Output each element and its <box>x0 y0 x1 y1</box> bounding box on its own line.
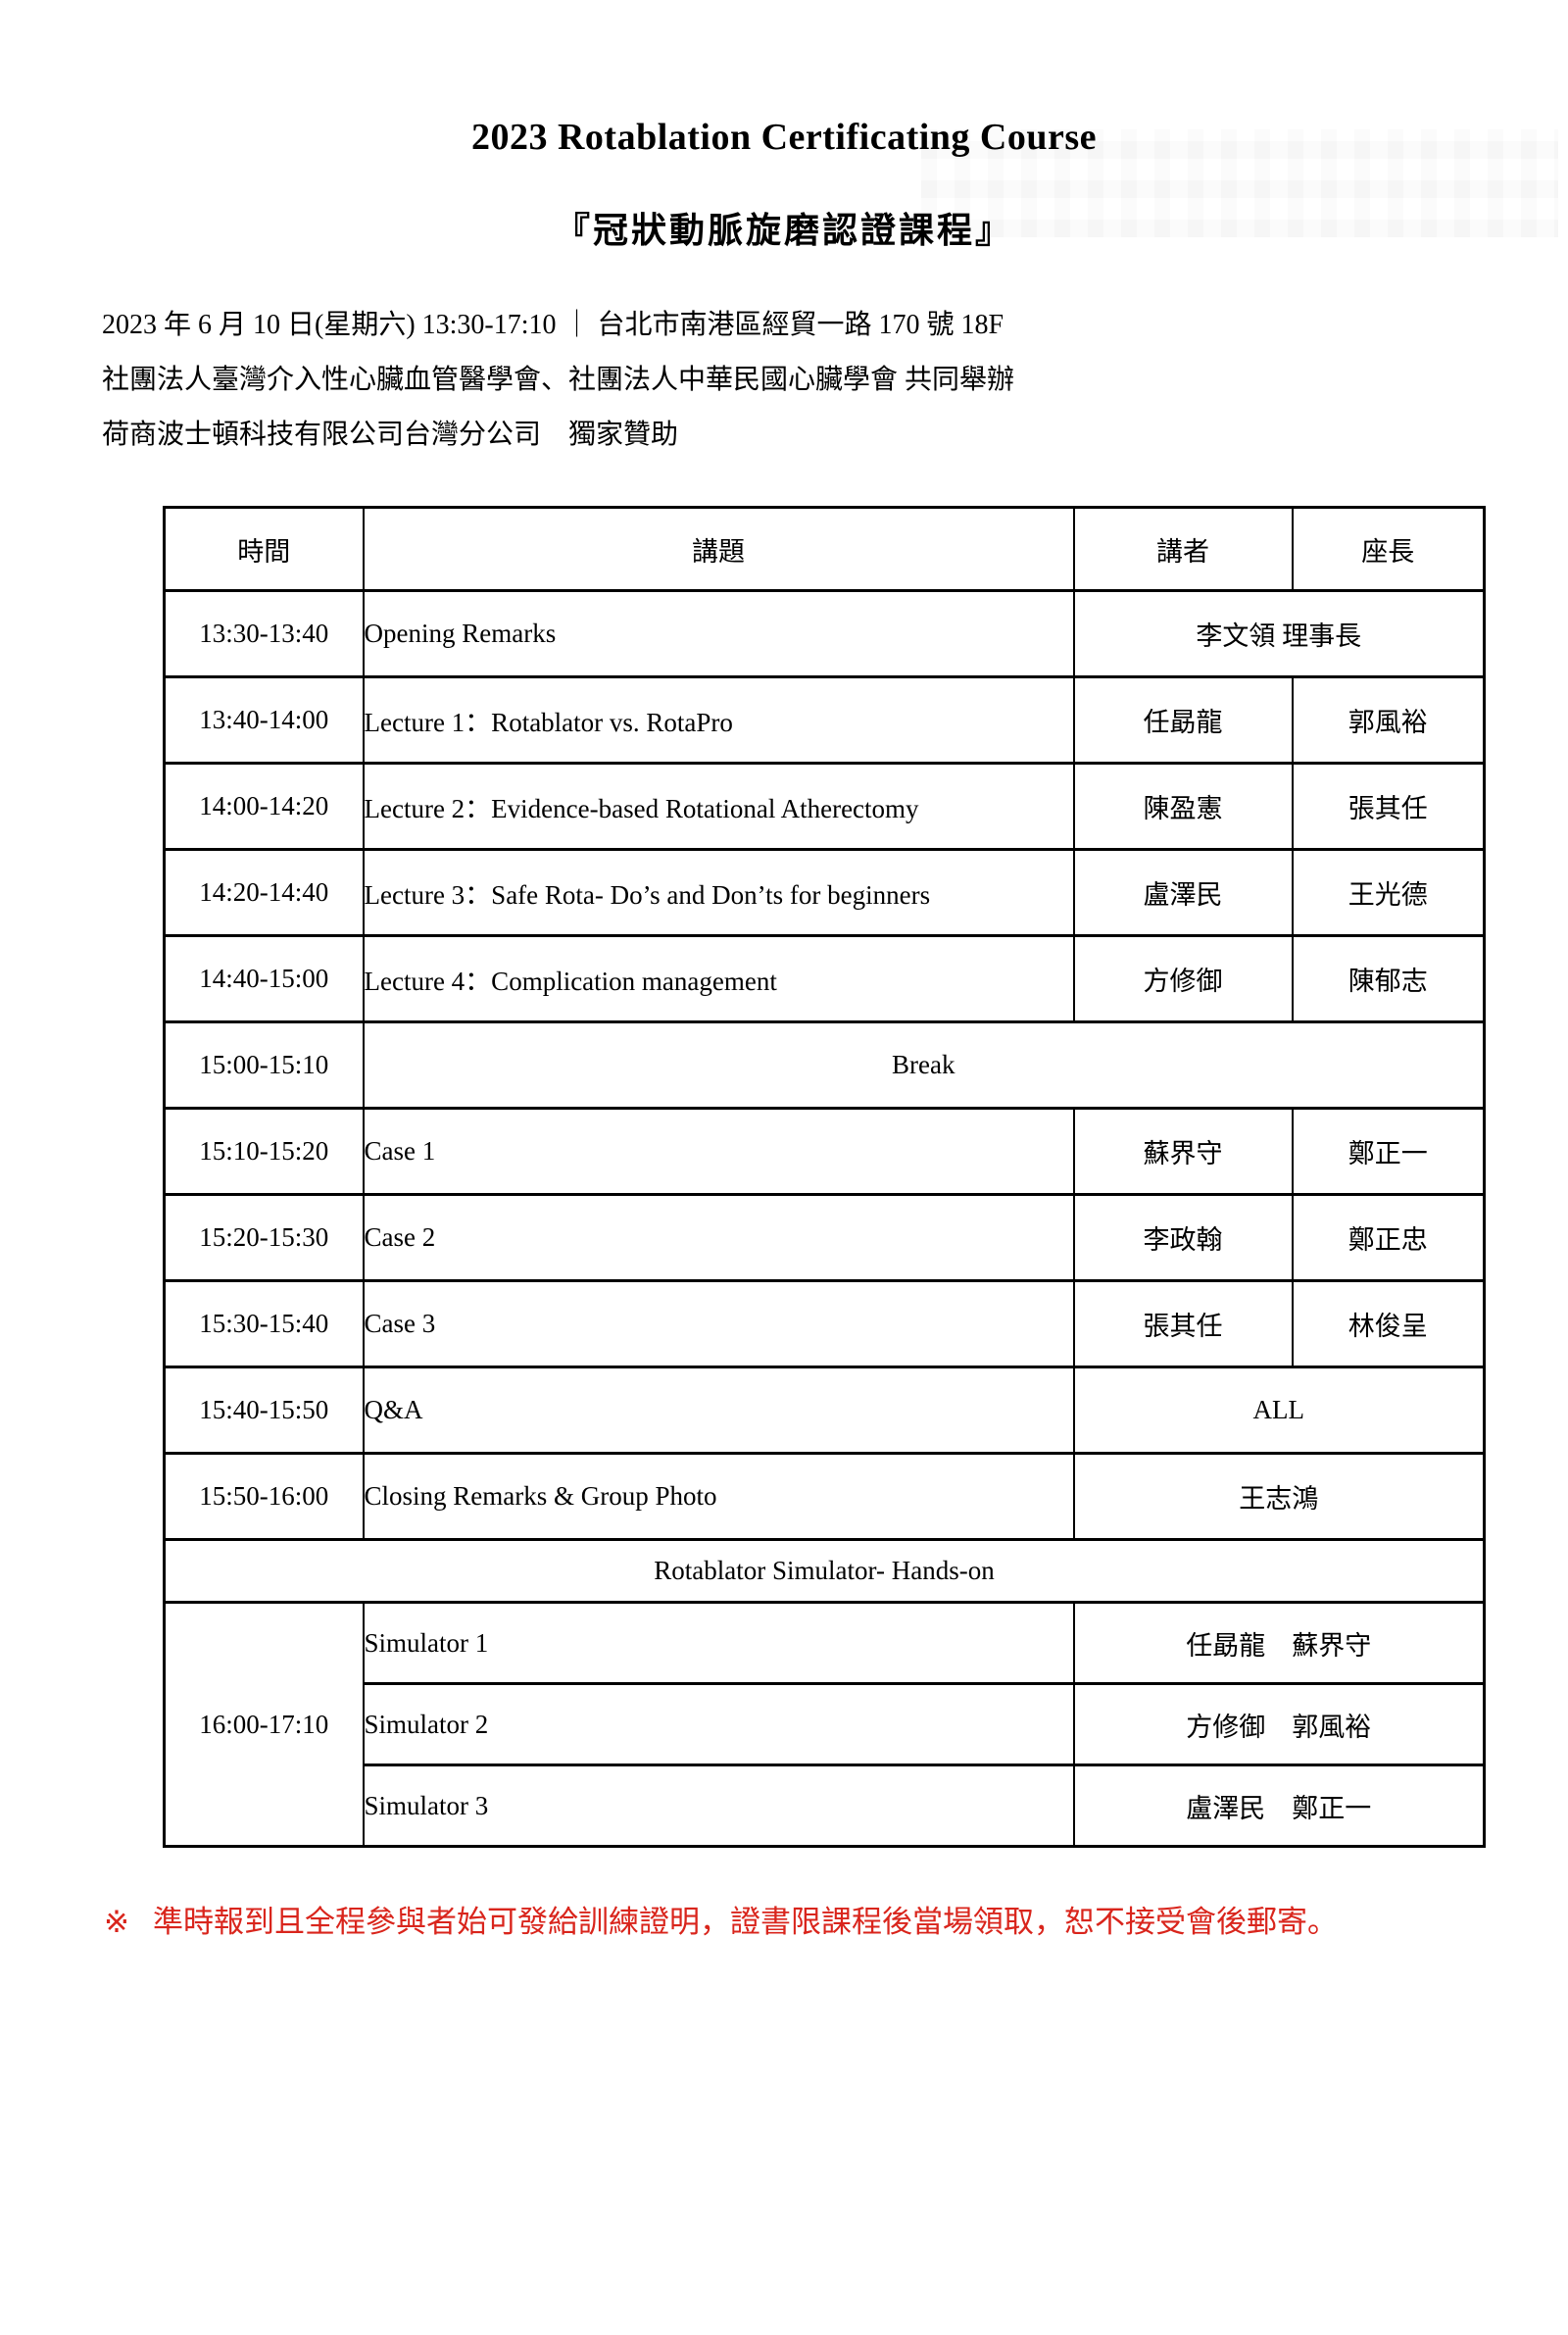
speaker-chair-cell: 方修御 郭風裕 <box>1072 1682 1486 1766</box>
speaker-cell: 任勗龍 <box>1072 675 1294 765</box>
time-cell: 14:00-14:20 <box>163 762 365 851</box>
topic-cell: Q&A <box>362 1366 1075 1455</box>
table-row: 13:30-13:40 Opening Remarks 李文領 理事長 <box>163 589 1486 678</box>
table-row: Simulator 2 方修御 郭風裕 <box>165 1682 1486 1766</box>
topic-cell: Lecture 2：Evidence-based Rotational Athe… <box>362 762 1075 851</box>
break-row: 15:00-15:10 Break <box>163 1020 1486 1110</box>
table-row: 15:40-15:50 Q&A ALL <box>163 1366 1486 1455</box>
speaker-chair-cell: 王志鴻 <box>1072 1452 1486 1541</box>
table-row: 13:40-14:00 Lecture 1：Rotablator vs. Rot… <box>163 675 1486 765</box>
speaker-chair-cell: 李文領 理事長 <box>1072 589 1486 678</box>
page-subtitle: 『冠狀動脈旋磨認證課程』 <box>554 211 1013 250</box>
time-cell: 14:20-14:40 <box>163 848 365 937</box>
table-header-row: 時間 講題 講者 座長 <box>163 506 1486 592</box>
table-row: Simulator 3 盧澤民 鄭正一 <box>165 1764 1486 1848</box>
table-row: 15:50-16:00 Closing Remarks & Group Phot… <box>163 1452 1486 1541</box>
time-cell: 15:30-15:40 <box>163 1279 365 1368</box>
footnote-marker: ※ <box>104 1905 129 1939</box>
time-cell: 16:00-17:10 <box>163 1601 365 1848</box>
time-cell: 13:30-13:40 <box>163 589 365 678</box>
time-cell: 13:40-14:00 <box>163 675 365 765</box>
chair-cell: 陳郁志 <box>1291 934 1486 1023</box>
topic-cell: Lecture 4：Complication management <box>362 934 1075 1023</box>
topic-cell: Closing Remarks & Group Photo <box>362 1452 1075 1541</box>
event-organizers: 社團法人臺灣介入性心臟血管醫學會、社團法人中華民國心臟學會 共同舉辦 <box>102 365 1015 395</box>
speaker-chair-cell: 盧澤民 鄭正一 <box>1072 1764 1486 1848</box>
topic-cell: Simulator 2 <box>362 1682 1075 1766</box>
topic-cell: Simulator 3 <box>362 1764 1075 1848</box>
schedule-table: 時間 講題 講者 座長 13:30-13:40 Opening Remarks … <box>163 506 1486 1848</box>
footnote-text: 準時報到且全程參與者始可發給訓練證明，證書限課程後當場領取，恕不接受會後郵寄。 <box>153 1905 1338 1939</box>
break-cell: Break <box>362 1020 1486 1110</box>
topic-cell: Case 2 <box>362 1193 1075 1282</box>
chair-cell: 郭風裕 <box>1291 675 1486 765</box>
chair-cell: 王光德 <box>1291 848 1486 937</box>
time-cell: 14:40-15:00 <box>163 934 365 1023</box>
speaker-cell: 張其任 <box>1072 1279 1294 1368</box>
topic-cell: Lecture 1：Rotablator vs. RotaPro <box>362 675 1075 765</box>
scan-artifact <box>921 129 1558 237</box>
time-cell: 15:40-15:50 <box>163 1366 365 1455</box>
time-cell: 15:00-15:10 <box>163 1020 365 1110</box>
table-row: 15:10-15:20 Case 1 蘇界守 鄭正一 <box>163 1107 1486 1196</box>
speaker-chair-cell: ALL <box>1072 1366 1486 1455</box>
topic-cell: Simulator 1 <box>362 1601 1075 1685</box>
speaker-cell: 盧澤民 <box>1072 848 1294 937</box>
table-row: 15:30-15:40 Case 3 張其任 林俊呈 <box>163 1279 1486 1368</box>
chair-cell: 鄭正一 <box>1291 1107 1486 1196</box>
chair-cell: 張其任 <box>1291 762 1486 851</box>
topic-cell: Opening Remarks <box>362 589 1075 678</box>
table-row: 15:20-15:30 Case 2 李政翰 鄭正忠 <box>163 1193 1486 1282</box>
header-chair: 座長 <box>1291 506 1486 592</box>
event-info: 2023 年 6 月 10 日(星期六) 13:30-17:10 ｜ 台北市南港… <box>102 298 1509 463</box>
event-sponsor: 荷商波士頓科技有限公司台灣分公司 獨家贊助 <box>102 420 679 450</box>
table-row: 14:40-15:00 Lecture 4：Complication manag… <box>163 934 1486 1023</box>
speaker-cell: 李政翰 <box>1072 1193 1294 1282</box>
speaker-chair-cell: 任勗龍 蘇界守 <box>1072 1601 1486 1685</box>
header-speaker: 講者 <box>1072 506 1294 592</box>
certificate-footnote: ※ 準時報到且全程參與者始可發給訓練證明，證書限課程後當場領取，恕不接受會後郵寄… <box>104 1897 1519 1948</box>
time-cell: 15:20-15:30 <box>163 1193 365 1282</box>
time-cell: 15:10-15:20 <box>163 1107 365 1196</box>
header-topic: 講題 <box>362 506 1075 592</box>
time-cell: 15:50-16:00 <box>163 1452 365 1541</box>
event-datetime-location: 2023 年 6 月 10 日(星期六) 13:30-17:10 ｜ 台北市南港… <box>102 310 1004 340</box>
topic-cell: Lecture 3：Safe Rota- Do’s and Don’ts for… <box>362 848 1075 937</box>
chair-cell: 林俊呈 <box>1291 1279 1486 1368</box>
table-row: 14:00-14:20 Lecture 2：Evidence-based Rot… <box>163 762 1486 851</box>
section-header-cell: Rotablator Simulator- Hands-on <box>163 1538 1486 1604</box>
header-time: 時間 <box>163 506 365 592</box>
speaker-cell: 方修御 <box>1072 934 1294 1023</box>
speaker-cell: 蘇界守 <box>1072 1107 1294 1196</box>
speaker-cell: 陳盈憲 <box>1072 762 1294 851</box>
table-row: 14:20-14:40 Lecture 3：Safe Rota- Do’s an… <box>163 848 1486 937</box>
topic-cell: Case 3 <box>362 1279 1075 1368</box>
section-row: Rotablator Simulator- Hands-on <box>163 1538 1486 1604</box>
page-title: 2023 Rotablation Certificating Course <box>470 117 1098 158</box>
chair-cell: 鄭正忠 <box>1291 1193 1486 1282</box>
table-row: 16:00-17:10 Simulator 1 任勗龍 蘇界守 <box>163 1601 1486 1848</box>
topic-cell: Case 1 <box>362 1107 1075 1196</box>
